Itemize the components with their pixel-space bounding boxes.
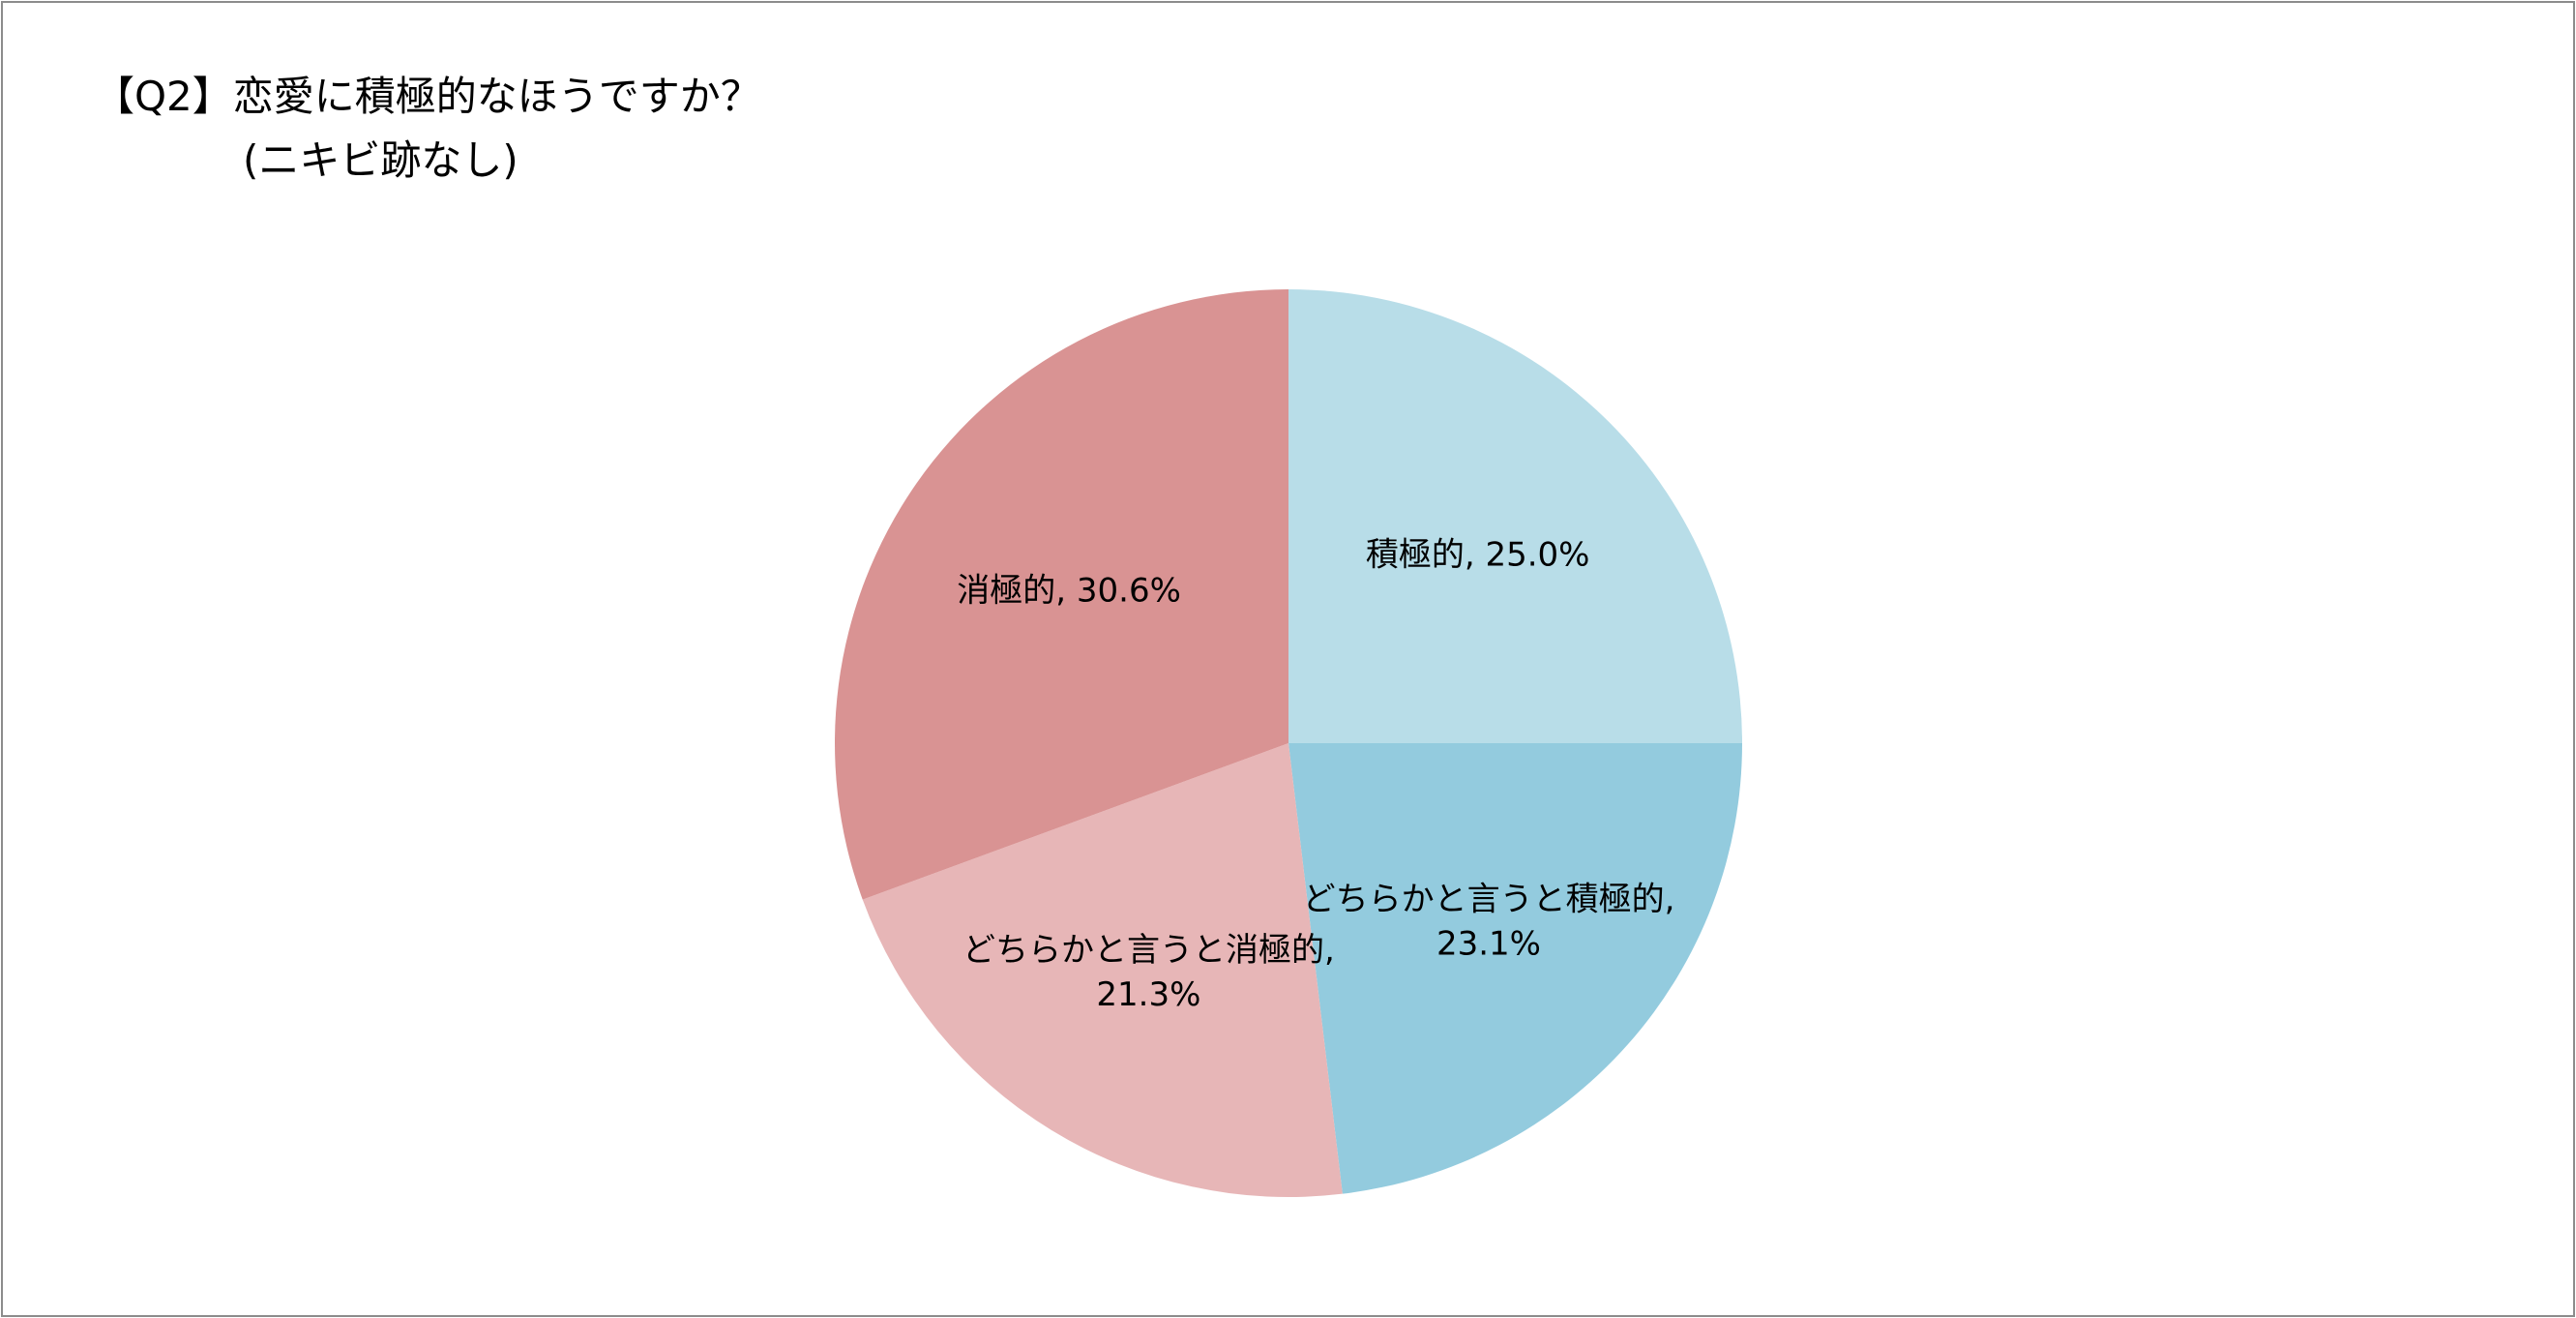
chart-title-block: 【Q2】恋愛に積極的なほうですか？ (ニキビ跡なし): [94, 65, 761, 193]
slice-label-4: 消極的, 30.6%: [957, 572, 1181, 611]
slice-label-line: 積極的, 25.0%: [1366, 535, 1590, 574]
slice-label-1: 積極的, 25.0%: [1366, 535, 1590, 574]
chart-subtitle: (ニキビ跡なし): [243, 136, 518, 184]
slice-label-line: どちらかと言うと積極的,: [1303, 881, 1675, 919]
pie-slice-4: [834, 289, 1288, 900]
chart-title: 【Q2】恋愛に積極的なほうですか？: [94, 73, 761, 120]
pie-slice-2: [1288, 743, 1742, 1194]
slice-label-line: 21.3%: [1096, 975, 1200, 1014]
pie-slices: [834, 289, 1742, 1198]
pie-labels: 積極的, 25.0% どちらかと言うと積極的, 23.1% どちらかと言うと消極的, 2…: [957, 535, 1674, 1014]
pie-slice-1: [1288, 289, 1742, 743]
slice-label-2: どちらかと言うと積極的, 23.1%: [1303, 881, 1675, 964]
slice-label-3: どちらかと言うと消極的, 21.3%: [962, 931, 1335, 1014]
slice-label-line: 23.1%: [1436, 925, 1541, 964]
slice-label-line: 消極的, 30.6%: [957, 572, 1181, 611]
pie-slice-3: [862, 743, 1343, 1198]
slice-label-line: どちらかと言うと消極的,: [962, 931, 1335, 970]
